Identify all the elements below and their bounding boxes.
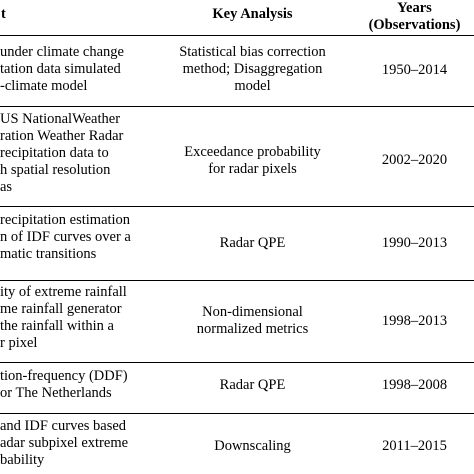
row2-col1-line5: as xyxy=(0,179,13,195)
header-col1-text: t xyxy=(1,6,6,22)
row4-col1-line1: ity of extreme rainfall xyxy=(0,284,127,300)
row2-col1-line3: recipitation data to xyxy=(0,145,109,161)
header-years: Years (Observations) xyxy=(355,0,474,34)
row2-col1-line2: ration Weather Radar xyxy=(0,128,124,144)
row5-col1: tion-frequency (DDF) or The Netherlands xyxy=(0,368,150,406)
row6-col1: and IDF curves based adar subpixel extre… xyxy=(0,418,150,474)
row4-years: 1998–2013 xyxy=(381,313,448,329)
row4-col2-line2: normalized metrics xyxy=(196,321,309,337)
row6-col2: Downscaling xyxy=(150,438,355,455)
row5-col2-line1: Radar QPE xyxy=(219,377,286,393)
row5-col1-line2: or The Netherlands xyxy=(0,385,112,401)
header-rule xyxy=(0,35,474,36)
row1-col2-line2: method; Disaggregation xyxy=(182,61,323,77)
row3-rule xyxy=(0,280,474,281)
row2-col1-line1: US NationalWeather xyxy=(0,111,121,127)
row4-rule xyxy=(0,362,474,363)
header-col1: t xyxy=(0,6,150,26)
row4-col2: Non-dimensional normalized metrics xyxy=(150,304,355,338)
header-years-line1: Years xyxy=(397,0,432,16)
row2-col2-line2: for radar pixels xyxy=(208,161,297,177)
row6-years: 2011–2015 xyxy=(382,438,447,454)
row3-col1-line2: n of IDF curves over a xyxy=(0,229,131,245)
row2-years: 2002–2020 xyxy=(381,152,448,168)
row3-col2: Radar QPE xyxy=(150,235,355,252)
row2-col2-line1: Exceedance probability xyxy=(184,144,321,160)
row3-col1: recipitation estimation n of IDF curves … xyxy=(0,212,150,268)
row3-col1-line1: recipitation estimation xyxy=(0,212,131,228)
row4-col2-line1: Non-dimensional xyxy=(202,304,303,320)
row4-col1-line3: the rainfall within a xyxy=(0,318,114,334)
row3-col2-line1: Radar QPE xyxy=(219,235,286,251)
row4-col1-line4: r pixel xyxy=(0,335,38,351)
row6-col1-line1: and IDF curves based xyxy=(0,418,127,434)
row4-col1-line2: me rainfall generator xyxy=(0,301,122,317)
row6-col2-line1: Downscaling xyxy=(214,438,291,454)
row6-col1-line2: adar subpixel extreme xyxy=(0,435,129,451)
row1-col2-line3: model xyxy=(234,78,271,94)
row1-rule xyxy=(0,106,474,107)
row6-col1-line3: bability xyxy=(0,452,45,468)
row3-years: 1990–2013 xyxy=(381,235,448,251)
row2-rule xyxy=(0,206,474,207)
row1-col1-line2: tation data simulated xyxy=(0,61,121,77)
row1-col2-line1: Statistical bias correction xyxy=(179,44,326,60)
row1-col1-line3: -climate model xyxy=(0,78,88,94)
header-key-analysis: Key Analysis xyxy=(212,6,293,22)
row5-col2: Radar QPE xyxy=(150,377,355,394)
row1-col2: Statistical bias correction method; Disa… xyxy=(150,44,355,95)
row5-rule xyxy=(0,413,474,414)
header-years-line2: (Observations) xyxy=(368,17,461,33)
row2-col1-line4: h spatial resolution xyxy=(0,162,111,178)
row3-col1-line3: matic transitions xyxy=(0,246,97,262)
row1-col1: under climate change tation data simulat… xyxy=(0,44,150,104)
row5-col1-line1: tion-frequency (DDF) xyxy=(0,368,128,384)
row1-years: 1950–2014 xyxy=(381,62,448,78)
row5-years: 1998–2008 xyxy=(381,377,448,393)
row2-col2: Exceedance probability for radar pixels xyxy=(150,144,355,178)
row1-col1-line1: under climate change xyxy=(0,44,124,60)
row2-col1: US NationalWeather ration Weather Radar … xyxy=(0,111,150,201)
row4-col1: ity of extreme rainfall me rainfall gene… xyxy=(0,284,150,356)
